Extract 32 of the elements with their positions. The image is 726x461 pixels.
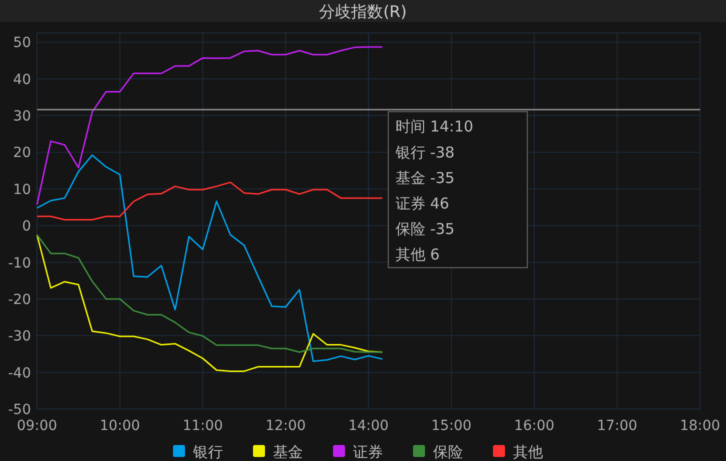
x-tick-label: 17:00 <box>596 418 638 434</box>
chart-title: 分歧指数(R) <box>319 2 407 21</box>
x-tick-label: 16:00 <box>514 418 554 434</box>
y-tick-label: 40 <box>13 72 31 88</box>
y-tick-label: 30 <box>13 108 31 125</box>
y-tick-label: -10 <box>8 255 31 272</box>
y-tick-label: -20 <box>8 292 31 308</box>
x-tick-label: 12:00 <box>265 418 306 434</box>
y-tick-label: -30 <box>8 328 31 345</box>
legend-label: 证券 <box>353 443 383 461</box>
annotation: 时间 14:10 <box>395 118 474 136</box>
legend-label: 保险 <box>433 443 463 461</box>
y-tick-label: 10 <box>13 182 31 198</box>
annotation: 证券 46 <box>395 194 450 212</box>
x-tick-label: 11:00 <box>182 418 223 434</box>
y-tick-label: 50 <box>13 35 31 52</box>
y-tick-label: 0 <box>22 218 31 235</box>
y-tick-label: -40 <box>8 365 31 382</box>
x-tick-label: 15:00 <box>431 418 472 434</box>
x-tick-label: 18:00 <box>680 418 720 434</box>
legend-label: 基金 <box>273 443 303 461</box>
x-tick-label: 14:00 <box>348 418 389 434</box>
legend-label: 银行 <box>192 443 223 461</box>
annotation: 银行 -38 <box>394 143 455 162</box>
x-tick-label: 09:00 <box>16 418 58 434</box>
x-tick-label: 10:00 <box>100 418 140 434</box>
annotation: 保险 -35 <box>395 220 455 238</box>
annotation: 基金 -35 <box>395 168 455 187</box>
y-tick-label: -50 <box>8 402 31 418</box>
y-tick-label: 20 <box>13 145 31 162</box>
annotation: 其他 6 <box>395 246 440 264</box>
legend-label: 其他 <box>513 443 543 461</box>
